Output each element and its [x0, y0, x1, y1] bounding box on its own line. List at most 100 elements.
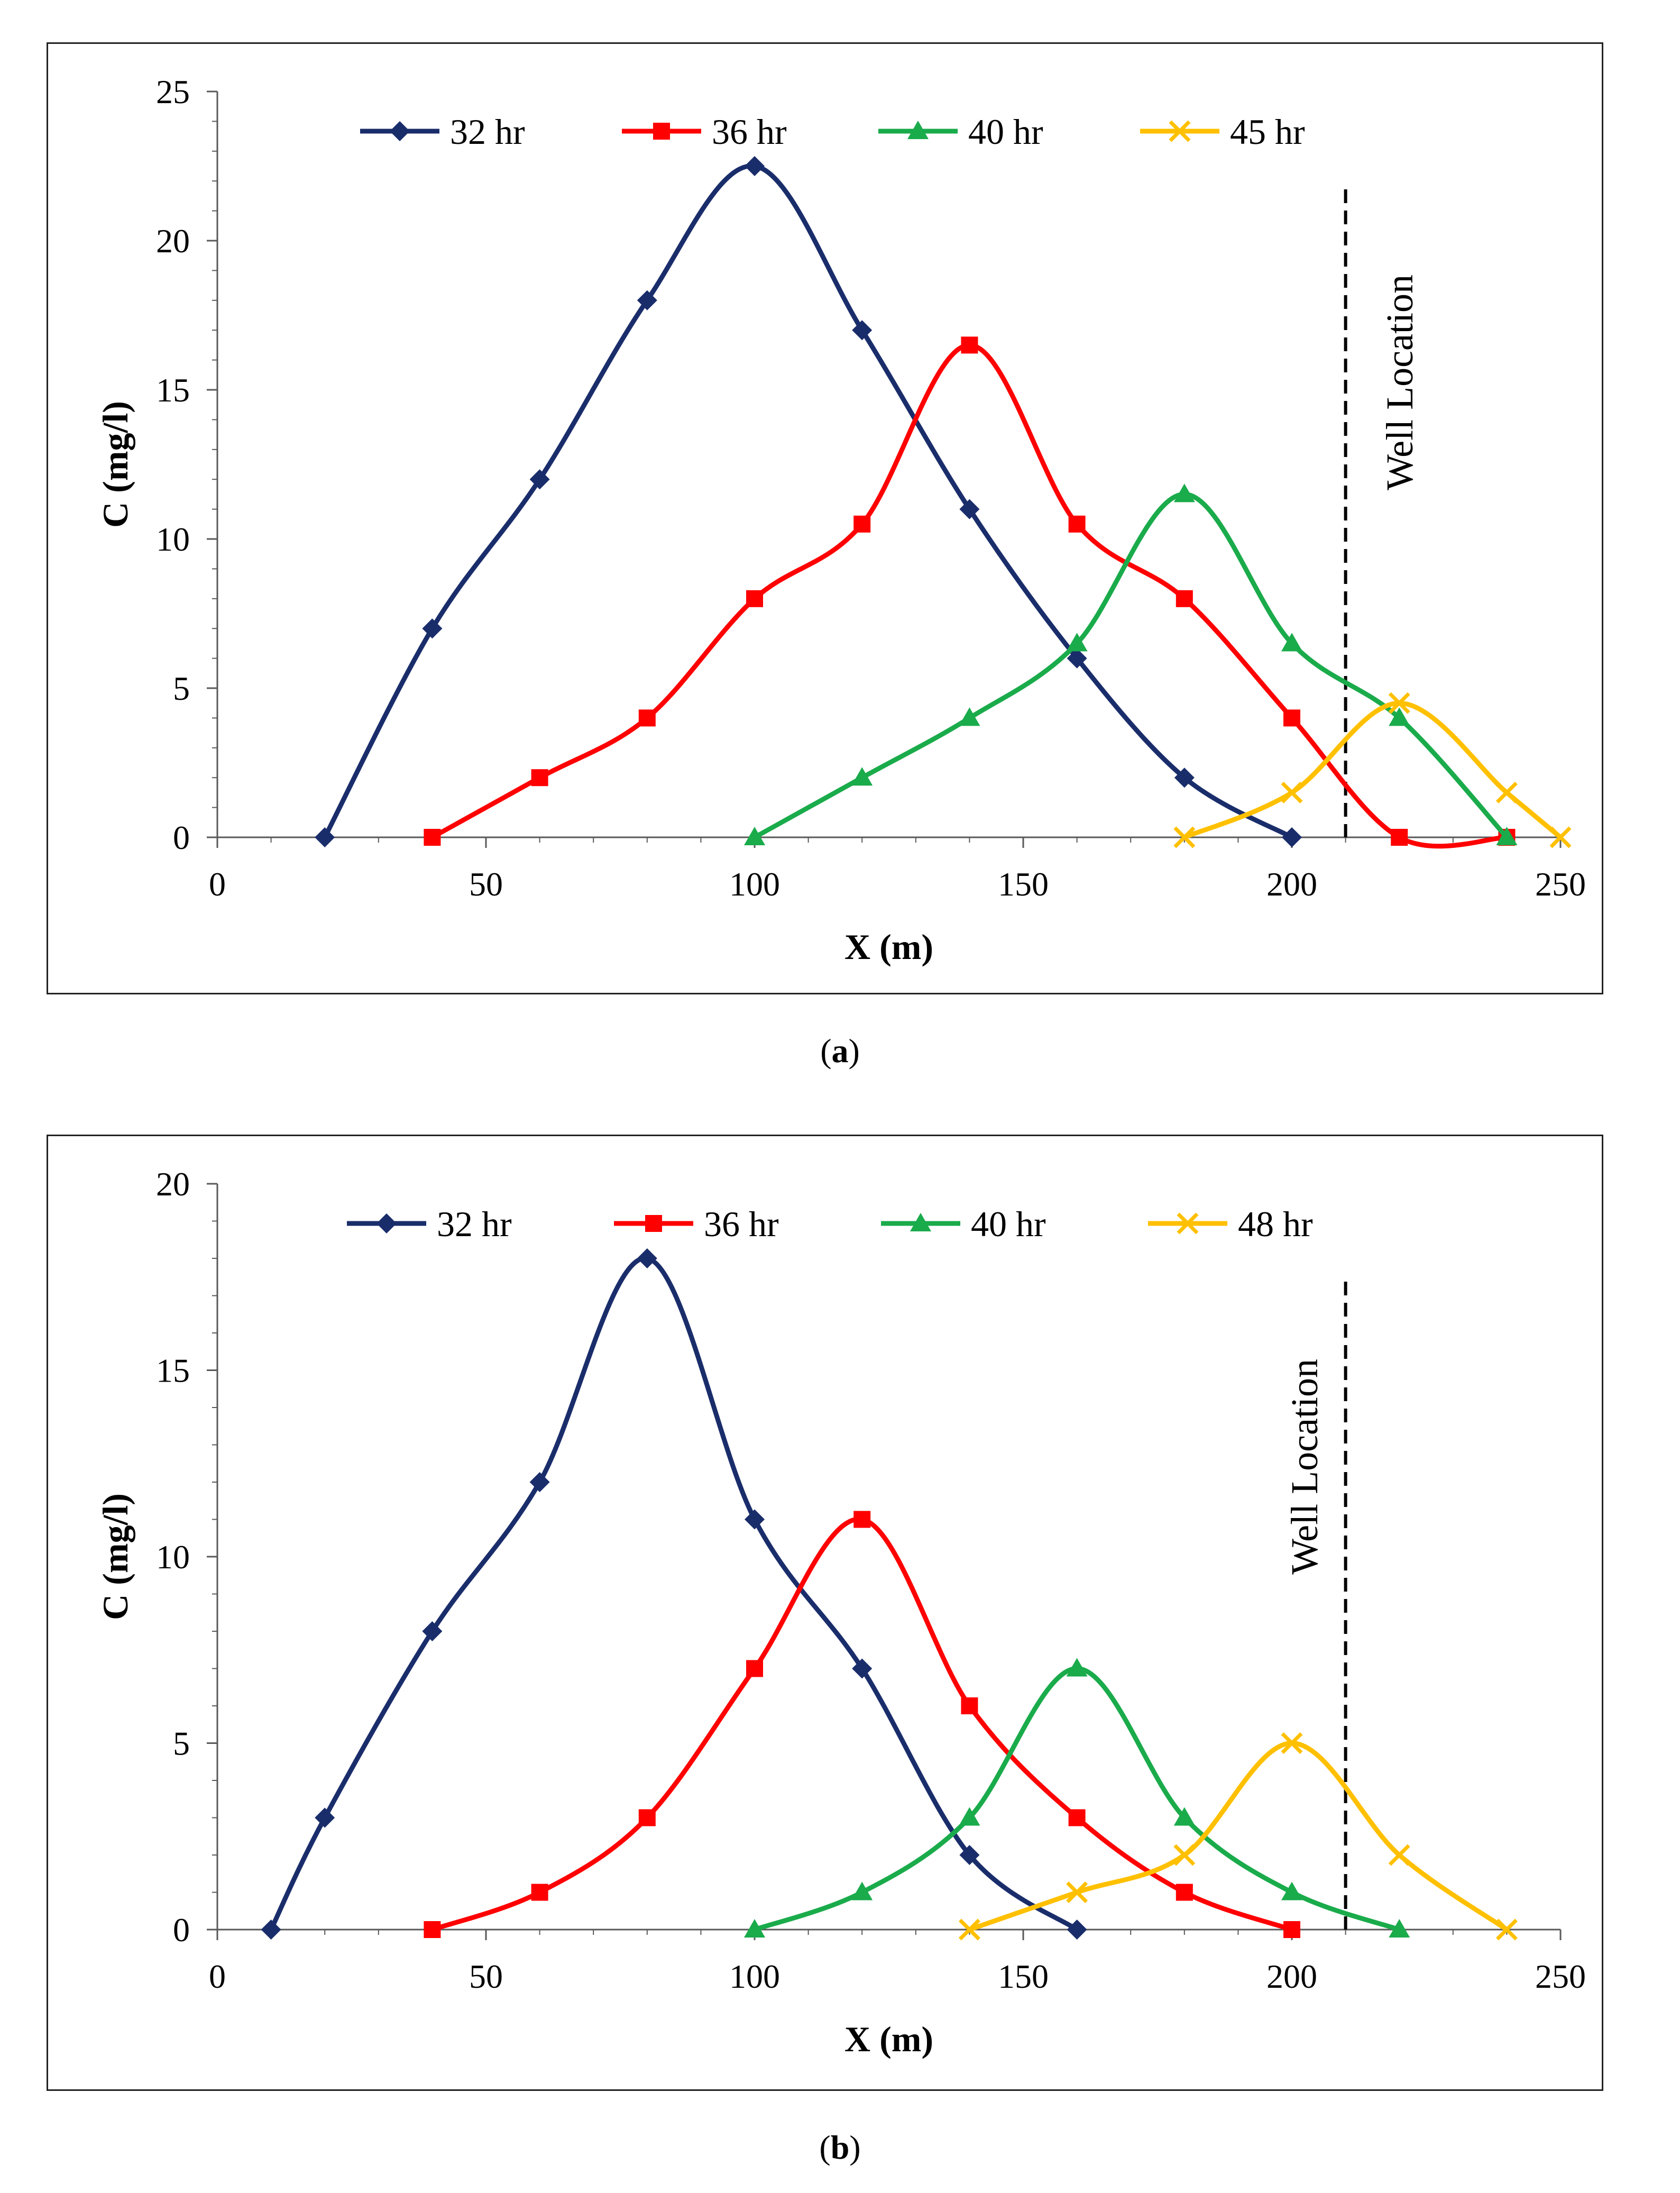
- chart-a-series-0: [315, 156, 1302, 847]
- chart-b-y-tick-label: 15: [156, 1352, 190, 1390]
- chart-b-series-2: [744, 1658, 1410, 1938]
- chart-a-y-tick-label: 25: [156, 73, 190, 111]
- chart-b-data-point: [1176, 1884, 1193, 1901]
- chart-b-legend-label: 36 hr: [704, 1204, 779, 1244]
- chart-a-series-1: [424, 336, 1516, 849]
- chart-b-data-point: [1173, 1807, 1195, 1826]
- chart-a-x-tick-label: 150: [998, 865, 1049, 903]
- chart-a-x-tick-label: 0: [209, 865, 226, 903]
- chart-panel-b: 0 5 10 15 20 0 50 100 150 200 250 X (m) C (mg/l) Well…: [47, 1135, 1603, 2091]
- chart-a-data-point: [1549, 826, 1572, 848]
- chart-a-legend-label: 40 hr: [968, 112, 1043, 152]
- caption-a: (a): [0, 1031, 1680, 1071]
- chart-b-data-point: [1173, 1844, 1196, 1866]
- chart-b-data-point: [1067, 1920, 1087, 1940]
- chart-b-legend-entry: 48 hr: [1148, 1204, 1313, 1244]
- chart-a-data-point: [852, 320, 873, 341]
- chart-a-data-point: [637, 290, 657, 310]
- chart-a-data-point: [1176, 590, 1193, 607]
- chart-b-well-location-label: Well Location: [1283, 1359, 1326, 1575]
- caption-a-close: ): [848, 1032, 860, 1070]
- chart-b-legend-marker: [645, 1215, 662, 1232]
- chart-a-legend-marker: [390, 121, 410, 141]
- chart-b-data-point: [1066, 1881, 1088, 1903]
- chart-b-series-0: [261, 1248, 1087, 1940]
- chart-b-data-point: [1066, 1658, 1088, 1677]
- chart-b-data-point: [746, 1660, 763, 1677]
- chart-b-x-axis-label: X (m): [844, 2019, 933, 2059]
- chart-a-legend-label: 36 hr: [712, 112, 787, 152]
- chart-a-x-tick-label: 50: [469, 865, 503, 903]
- chart-a-series-line: [322, 163, 1295, 840]
- chart-b-data-point: [1389, 1919, 1410, 1938]
- chart-b-legend-entry: 40 hr: [881, 1204, 1046, 1244]
- chart-a-data-point: [638, 709, 656, 727]
- chart-a-data-point: [1389, 707, 1410, 726]
- chart-a-data-point: [746, 590, 763, 607]
- chart-a-y-tick-label: 20: [156, 222, 190, 260]
- chart-b-data-point: [745, 1509, 765, 1530]
- chart-a-data-point: [745, 156, 765, 176]
- chart-a-legend-label: 32 hr: [450, 112, 525, 152]
- chart-a-legend-label: 45 hr: [1230, 112, 1305, 152]
- chart-a-legend-entry: 45 hr: [1140, 112, 1305, 152]
- chart-b-data-point: [851, 1881, 873, 1900]
- chart-b-data-point: [1495, 1918, 1518, 1941]
- chart-b-x-tick-label: 0: [209, 1958, 226, 1995]
- chart-a-data-point: [1066, 633, 1088, 652]
- chart-a-legend-entry: 36 hr: [622, 112, 787, 152]
- chart-b-y-tick-label: 20: [156, 1165, 190, 1203]
- chart-a-data-point: [1281, 633, 1302, 652]
- chart-a-data-point: [315, 827, 335, 847]
- chart-a-data-point: [959, 499, 980, 519]
- chart-a-data-point: [961, 336, 978, 354]
- chart-a-x-axis-label: X (m): [844, 927, 933, 967]
- chart-a-data-point: [1281, 781, 1303, 803]
- chart-b-data-point: [961, 1697, 978, 1714]
- caption-b: (b): [0, 2128, 1680, 2167]
- chart-a-data-point: [1067, 648, 1087, 669]
- chart-b-data-point: [638, 1809, 656, 1826]
- chart-a-data-point: [1174, 767, 1195, 788]
- chart-b-series-line: [967, 1741, 1509, 1932]
- chart-b-data-point: [959, 1807, 980, 1826]
- chart-b-y-tick-label: 0: [173, 1911, 190, 1949]
- chart-b-y-axis-label: C (mg/l): [95, 1493, 135, 1620]
- caption-b-open: (: [819, 2128, 831, 2166]
- chart-b-legend-label: 40 hr: [971, 1204, 1046, 1244]
- chart-a-legend-marker: [907, 121, 929, 139]
- chart-b-legend-entry: 32 hr: [347, 1204, 512, 1244]
- chart-a-data-point: [424, 829, 441, 846]
- chart-a-y-tick-label: 10: [156, 520, 190, 558]
- chart-b-data-point: [1281, 1732, 1303, 1754]
- chart-b-x-tick-label: 100: [729, 1958, 780, 1995]
- chart-a-data-point: [1495, 781, 1518, 803]
- chart-b-y-tick-label: 5: [173, 1725, 190, 1762]
- chart-b-data-point: [1283, 1921, 1300, 1938]
- chart-b-legend-marker: [1177, 1212, 1199, 1235]
- chart-a-data-point: [531, 769, 548, 787]
- caption-a-open: (: [820, 1032, 832, 1070]
- caption-a-letter: a: [831, 1032, 849, 1070]
- chart-a-well-location-label: Well Location: [1379, 275, 1421, 490]
- chart-b-x-tick-label: 50: [469, 1958, 503, 1995]
- chart-b-data-point: [1281, 1881, 1302, 1900]
- chart-a-data-point: [1388, 692, 1410, 714]
- chart-b-x-tick-label: 200: [1266, 1958, 1317, 1995]
- chart-b-x-tick-label: 150: [998, 1958, 1049, 1995]
- caption-b-letter: b: [830, 2128, 850, 2166]
- chart-a-y-axis-label: C (mg/l): [95, 401, 135, 528]
- caption-b-close: ): [849, 2128, 861, 2166]
- chart-a-data-point: [1173, 483, 1195, 502]
- chart-b-data-point: [1388, 1844, 1410, 1866]
- chart-a-data-point: [1282, 827, 1302, 847]
- chart-b-data-point: [422, 1621, 443, 1641]
- chart-b-data-point: [637, 1248, 657, 1268]
- chart-a-data-point: [1283, 709, 1300, 727]
- chart-b-data-point: [744, 1919, 765, 1938]
- chart-b-series-1: [424, 1511, 1300, 1938]
- chart-a-data-point: [851, 767, 873, 786]
- chart-panel-a: 0 5 10 15 20 25 0 50 100 150 200 250 X (m) C (mg/l) We…: [47, 42, 1603, 994]
